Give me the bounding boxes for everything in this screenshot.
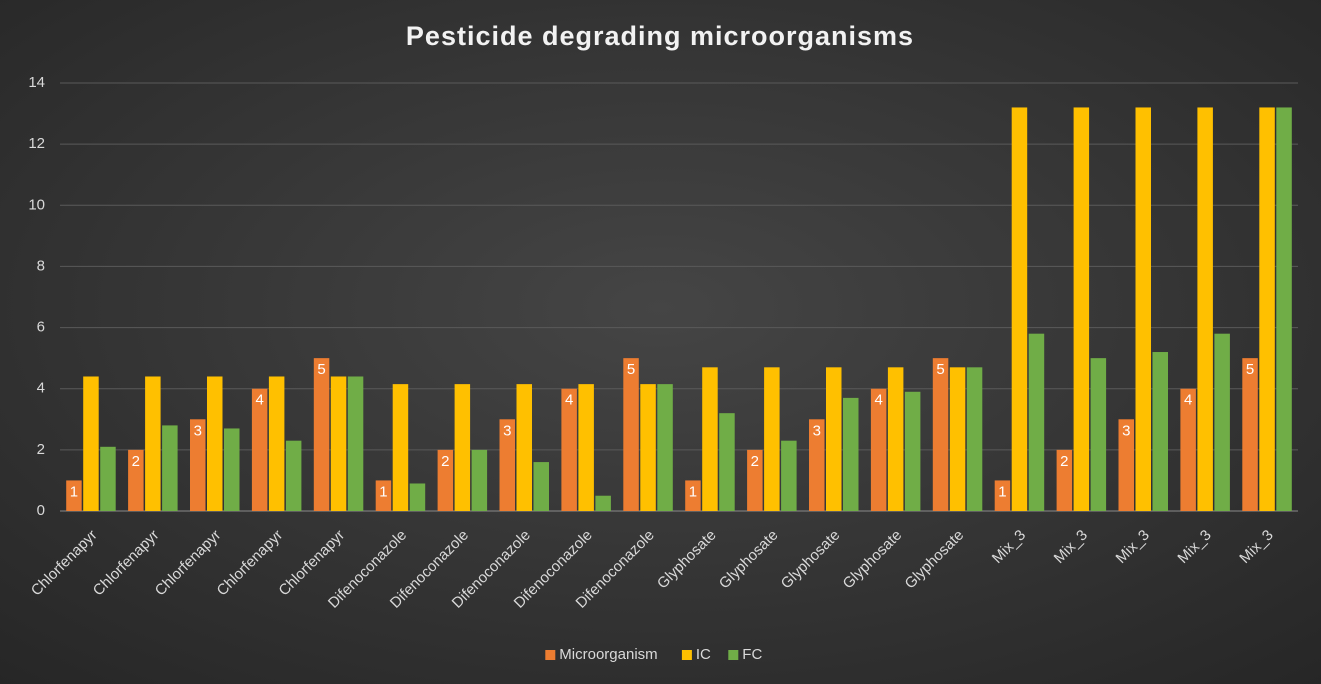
- data-label: 4: [1184, 392, 1192, 409]
- bar: [843, 397, 859, 511]
- data-label: 5: [1246, 361, 1254, 378]
- bar: [887, 367, 904, 511]
- data-label: 2: [441, 453, 449, 470]
- data-label: 2: [1060, 453, 1068, 470]
- bar: [1214, 333, 1230, 511]
- data-label: 5: [936, 361, 944, 378]
- legend-label: IC: [696, 646, 711, 663]
- data-label: 5: [627, 361, 635, 378]
- data-label: 3: [813, 422, 821, 439]
- data-label: 1: [70, 483, 78, 500]
- bar: [285, 440, 302, 511]
- bar: [1180, 388, 1196, 511]
- data-label: 1: [379, 483, 387, 500]
- bar: [1197, 107, 1213, 511]
- bar: [533, 462, 549, 511]
- bar: [1276, 107, 1292, 511]
- bar: [870, 388, 887, 511]
- bar: [207, 376, 223, 511]
- bar: [781, 440, 797, 511]
- chart-title: Pesticide degrading microorganisms: [406, 21, 914, 51]
- bar: [904, 391, 921, 511]
- legend-label: FC: [742, 646, 762, 663]
- bar: [224, 428, 240, 511]
- y-tick-label: 8: [37, 257, 45, 274]
- bar: [409, 483, 426, 511]
- bar: [657, 384, 673, 511]
- data-label: 2: [132, 453, 140, 470]
- legend-label: Microorganism: [559, 646, 657, 663]
- data-label: 3: [1122, 422, 1130, 439]
- bar: [578, 384, 594, 511]
- bar: [1011, 107, 1028, 511]
- bar: [1028, 333, 1045, 511]
- bar: [83, 376, 99, 511]
- data-label: 4: [565, 392, 573, 409]
- bar: [702, 367, 718, 511]
- bar: [313, 358, 330, 511]
- bar: [347, 376, 364, 511]
- bar: [1090, 358, 1107, 511]
- bar: [747, 449, 763, 511]
- y-tick-label: 6: [37, 319, 45, 336]
- bar: [454, 384, 471, 511]
- y-tick-label: 12: [28, 135, 45, 152]
- bar: [640, 384, 656, 511]
- data-label: 3: [503, 422, 511, 439]
- bar: [1056, 449, 1073, 511]
- data-label: 4: [874, 392, 882, 409]
- bar: [330, 376, 347, 511]
- bar: [471, 449, 488, 511]
- bar: [685, 480, 701, 511]
- bar: [100, 446, 116, 511]
- bar: [128, 449, 144, 511]
- bar: [1259, 107, 1275, 511]
- data-label: 1: [689, 483, 697, 500]
- bar: [932, 358, 949, 511]
- data-label: 5: [317, 361, 325, 378]
- y-tick-label: 4: [37, 380, 45, 397]
- bar: [66, 480, 82, 511]
- bar: [145, 376, 161, 511]
- data-label: 4: [255, 392, 263, 409]
- bar: [966, 367, 983, 511]
- bar: [1135, 107, 1151, 511]
- bar: [764, 367, 780, 511]
- y-tick-label: 0: [37, 502, 45, 519]
- bar: [268, 376, 285, 511]
- bar: [375, 480, 392, 511]
- legend-swatch: [681, 650, 692, 660]
- bar: [561, 388, 577, 511]
- y-tick-label: 2: [37, 441, 45, 458]
- data-label: 1: [998, 483, 1006, 500]
- bar: [1118, 419, 1134, 511]
- bar: [949, 367, 966, 511]
- y-tick-label: 10: [28, 196, 45, 213]
- data-label: 2: [751, 453, 759, 470]
- bar: [719, 413, 735, 511]
- legend-swatch: [728, 650, 739, 660]
- bar: [1152, 352, 1168, 511]
- bar: [162, 425, 178, 511]
- data-label: 3: [194, 422, 202, 439]
- bar: [1242, 358, 1258, 511]
- legend-swatch: [545, 650, 556, 660]
- bar: [1073, 107, 1090, 511]
- bar: [499, 419, 515, 511]
- y-tick-label: 14: [28, 74, 45, 91]
- bar: [623, 358, 639, 511]
- bar: [516, 384, 532, 511]
- bar: [994, 480, 1011, 511]
- bar: [595, 495, 611, 511]
- bar: [826, 367, 842, 511]
- bar: [392, 384, 409, 511]
- bar: [190, 419, 206, 511]
- bar: [251, 388, 268, 511]
- bar: [809, 419, 825, 511]
- bar: [437, 449, 454, 511]
